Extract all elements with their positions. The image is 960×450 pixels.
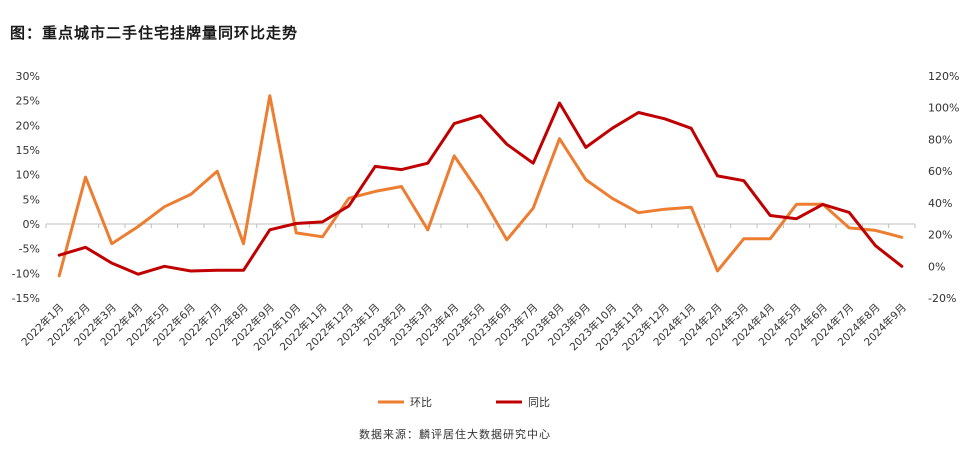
left-tick-label: 30% bbox=[16, 70, 40, 83]
right-axis-ticks: -20% 0% 20% 40% 60% 80% 100% 120% bbox=[928, 70, 959, 305]
left-tick-label: 15% bbox=[16, 144, 40, 157]
left-tick-label: -15% bbox=[12, 292, 40, 305]
right-tick-label: -20% bbox=[928, 292, 956, 305]
series-line-1 bbox=[57, 94, 904, 278]
legend-label: 环比 bbox=[410, 396, 432, 409]
left-tick-label: 10% bbox=[16, 169, 40, 182]
right-tick-label: 100% bbox=[928, 102, 959, 115]
legend: 环比 同比 bbox=[378, 396, 550, 409]
left-tick-label: 20% bbox=[16, 119, 40, 132]
right-tick-label: 40% bbox=[928, 197, 952, 210]
chart-axes bbox=[45, 223, 916, 228]
series-line-2 bbox=[57, 101, 904, 276]
series-layer bbox=[57, 94, 904, 278]
left-axis-ticks: -15% -10% -5% 0% 5% 10% 15% 20% 25% 30% bbox=[12, 70, 40, 305]
right-tick-label: 20% bbox=[928, 229, 952, 242]
right-tick-label: 0% bbox=[928, 260, 945, 273]
chart-title: 图：重点城市二手住宅挂牌量同环比走势 bbox=[10, 24, 299, 42]
right-tick-label: 120% bbox=[928, 70, 959, 83]
left-tick-label: 5% bbox=[23, 193, 40, 206]
right-tick-label: 80% bbox=[928, 133, 952, 146]
left-tick-label: 0% bbox=[23, 218, 40, 231]
source-note: 数据来源：麟评居住大数据研究中心 bbox=[359, 428, 551, 441]
x-axis-ticks: 2022年1月2022年2月2022年3月2022年4月2022年5月2022年… bbox=[19, 301, 909, 353]
left-tick-label: 25% bbox=[16, 95, 40, 108]
right-tick-label: 60% bbox=[928, 165, 952, 178]
legend-label: 同比 bbox=[528, 396, 550, 409]
left-tick-label: -5% bbox=[19, 243, 40, 256]
left-tick-label: -10% bbox=[12, 267, 40, 280]
